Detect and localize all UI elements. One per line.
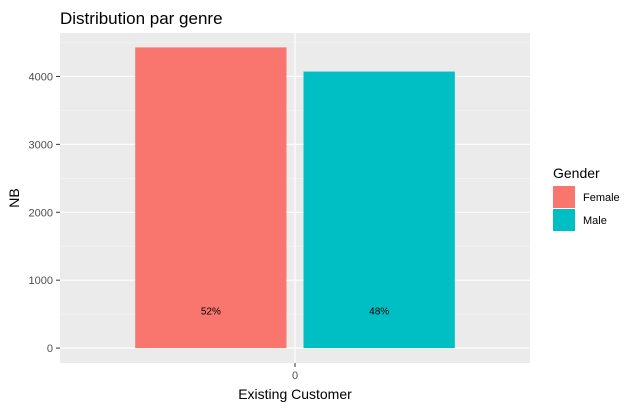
y-axis: 0 1000 2000 3000 4000 <box>29 71 60 355</box>
legend-label-female: Female <box>583 192 620 204</box>
legend-title: Gender <box>553 165 600 181</box>
x-tick-label: 0 <box>292 370 298 382</box>
y-tick-label: 4000 <box>29 71 53 83</box>
y-tick-label: 3000 <box>29 139 53 151</box>
y-tick-label: 2000 <box>29 207 53 219</box>
y-tick-label: 1000 <box>29 275 53 287</box>
bar-female <box>135 47 287 349</box>
x-axis-title: Existing Customer <box>238 386 352 402</box>
bar-label-female: 52% <box>201 307 221 318</box>
legend: Gender Female Male <box>553 165 620 231</box>
bar-labels: 52% 48% <box>201 307 389 318</box>
chart-title: Distribution par genre <box>60 9 223 28</box>
y-axis-title: NB <box>6 188 22 207</box>
legend-label-male: Male <box>583 215 607 227</box>
x-axis: 0 <box>292 363 298 382</box>
bar-label-male: 48% <box>369 307 389 318</box>
bar-male <box>303 71 455 349</box>
y-tick-label: 0 <box>47 343 53 355</box>
legend-key-female <box>553 186 575 208</box>
legend-key-male <box>553 209 575 231</box>
bars <box>135 47 455 349</box>
